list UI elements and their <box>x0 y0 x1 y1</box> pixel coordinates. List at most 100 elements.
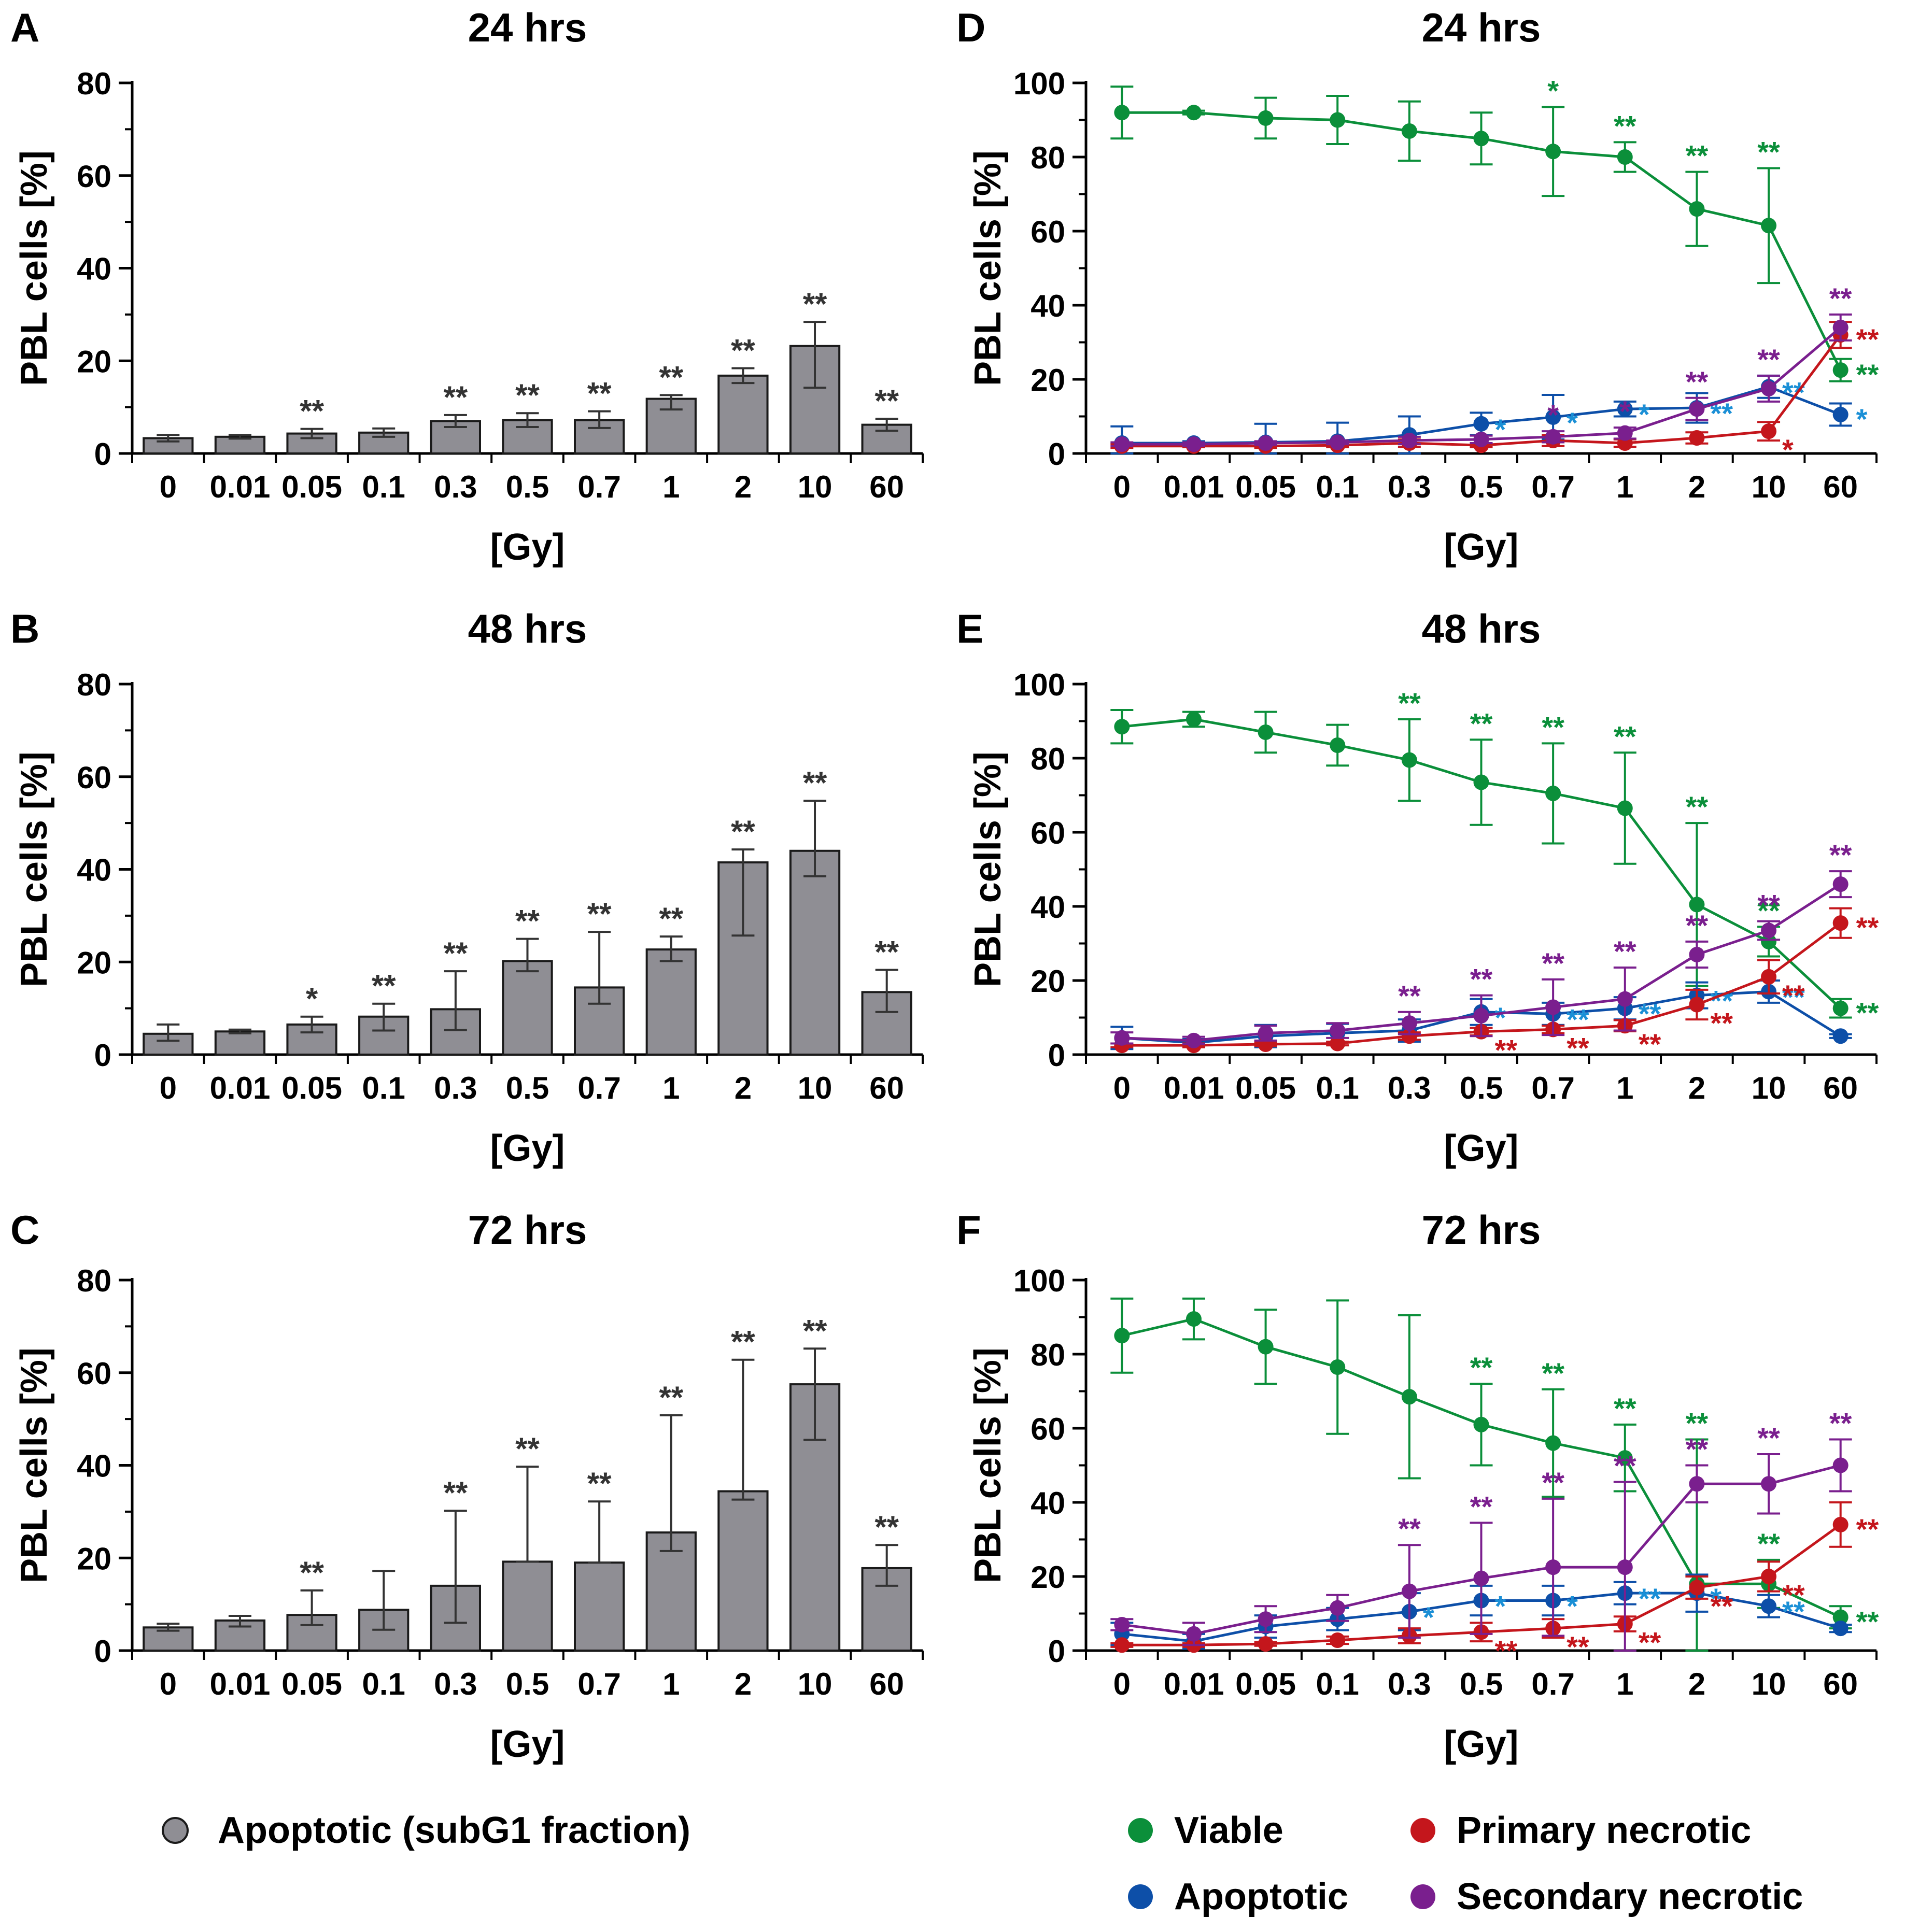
significance-marker: ** <box>300 1555 324 1590</box>
x-tick-label: 0.7 <box>577 470 620 504</box>
x-tick-label: 0.3 <box>434 470 477 504</box>
data-point <box>1473 1416 1489 1432</box>
data-point <box>1258 1636 1274 1652</box>
significance-marker: ** <box>444 1475 468 1510</box>
significance-marker: ** <box>1856 911 1879 944</box>
x-axis-label: [Gy] <box>1444 1128 1519 1169</box>
x-tick-label: 1 <box>1616 1071 1633 1105</box>
significance-marker: ** <box>1495 1034 1518 1067</box>
y-tick-label: 60 <box>1031 215 1065 249</box>
y-axis-label: PBL cells [%] <box>13 150 55 386</box>
significance-marker: ** <box>1686 909 1709 942</box>
data-point <box>1186 1311 1202 1327</box>
y-tick-label: 0 <box>94 437 111 472</box>
data-point <box>1617 800 1633 816</box>
legend-label: Primary necrotic <box>1457 1810 1751 1851</box>
chart-title: 72 hrs <box>468 1207 587 1253</box>
significance-marker: ** <box>731 333 755 368</box>
significance-marker: ** <box>1639 1626 1661 1659</box>
y-tick-label: 80 <box>77 66 111 101</box>
bar <box>789 849 841 1056</box>
series-secondary-necrotic: ************** <box>1110 839 1852 1048</box>
panel-d: D 24 hrs 0 20 40 60 80 100 0 0.01 0.05 0.1 0.3 0.5 0.7… <box>956 5 1879 568</box>
significance-marker: ** <box>515 1431 540 1466</box>
x-tick-label: 2 <box>735 470 752 504</box>
significance-marker: ** <box>1782 1579 1805 1611</box>
x-tick-label: 1 <box>662 470 680 504</box>
x-tick-label: 0.01 <box>210 1667 271 1701</box>
significance-marker: * <box>1547 399 1559 431</box>
significance-marker: ** <box>731 1325 755 1359</box>
x-tick-label: 0.1 <box>1316 1071 1359 1105</box>
significance-marker: ** <box>803 1313 827 1348</box>
panel-letter: D <box>956 5 985 50</box>
significance-marker: ** <box>1398 687 1421 719</box>
panel-letter: A <box>10 5 39 50</box>
x-tick-label: 60 <box>1823 470 1858 504</box>
x-tick-label: 0.5 <box>506 1667 549 1701</box>
significance-marker: ** <box>1686 365 1709 398</box>
x-tick-label: 1 <box>662 1071 680 1105</box>
significance-marker: ** <box>1757 343 1780 376</box>
significance-marker: ** <box>803 287 827 321</box>
significance-marker: ** <box>1710 1006 1733 1039</box>
panel-c: C 72 hrs 0 20 40 60 80 0 0.01 0.05 0.1 0.3 0.5 0.7 1 2 1… <box>10 1207 924 1765</box>
legend-label: Secondary necrotic <box>1457 1876 1803 1917</box>
x-tick-label: 0.5 <box>506 1071 549 1105</box>
x-tick-label: 0 <box>1113 1667 1131 1701</box>
significance-marker: ** <box>1495 1634 1518 1667</box>
x-tick-label: 0.05 <box>1235 1667 1296 1701</box>
data-point <box>1689 1580 1705 1596</box>
data-point <box>1545 999 1561 1015</box>
data-point <box>1401 1015 1417 1031</box>
x-tick-label: 0.3 <box>434 1071 477 1105</box>
data-point <box>1473 774 1489 790</box>
significance-marker: * <box>1495 1589 1506 1622</box>
x-tick-label: 0 <box>1113 470 1131 504</box>
significance-marker: ** <box>1470 707 1493 740</box>
x-tick-label: 1 <box>1616 1667 1633 1701</box>
x-tick-label: 0.01 <box>1164 1071 1224 1105</box>
panel-f: F 72 hrs 0 20 40 60 80 100 0 0.01 0.05 0.1 0.3 0.5 0.7… <box>956 1207 1879 1765</box>
significance-marker: ** <box>874 1510 899 1544</box>
data-point <box>1832 319 1848 335</box>
data-point <box>1761 1569 1777 1584</box>
significance-marker: ** <box>1639 998 1661 1030</box>
bar <box>645 1531 697 1652</box>
significance-marker: ** <box>1829 1407 1852 1439</box>
significance-marker: ** <box>1856 997 1879 1029</box>
y-tick-label: 40 <box>1031 289 1065 323</box>
significance-marker: * <box>1423 1601 1434 1633</box>
significance-marker: ** <box>1829 282 1852 315</box>
chart-title: 24 hrs <box>1422 5 1541 50</box>
significance-marker: ** <box>659 1380 683 1415</box>
x-tick-label: 0.7 <box>577 1071 620 1105</box>
data-point <box>1258 1025 1274 1041</box>
x-tick-label: 0.05 <box>1235 1071 1296 1105</box>
x-tick-label: 1 <box>1616 470 1633 504</box>
data-point <box>1689 897 1705 913</box>
x-tick-label: 0.1 <box>1316 1667 1359 1701</box>
x-tick-label: 0.01 <box>210 1071 271 1105</box>
significance-marker: * <box>1495 413 1506 446</box>
data-point <box>1330 1600 1346 1616</box>
significance-marker: * <box>1567 406 1578 439</box>
x-tick-label: 0.7 <box>577 1667 620 1701</box>
data-point <box>1401 123 1417 139</box>
data-point <box>1832 1609 1848 1625</box>
y-axis-label: PBL cells [%] <box>13 751 55 987</box>
significance-marker: ** <box>1470 1351 1493 1384</box>
x-tick-label: 10 <box>798 1667 832 1701</box>
y-tick-label: 60 <box>1031 1412 1065 1446</box>
significance-marker: ** <box>1470 963 1493 996</box>
data-point <box>1330 112 1346 128</box>
x-tick-label: 60 <box>1823 1071 1858 1105</box>
data-point <box>1617 149 1633 165</box>
x-tick-label: 10 <box>798 1071 832 1105</box>
data-point <box>1258 435 1274 451</box>
significance-marker: ** <box>1856 1513 1879 1545</box>
x-tick-label: 0.05 <box>281 1071 342 1105</box>
y-tick-label: 20 <box>1031 1560 1065 1595</box>
y-tick-label: 40 <box>77 252 111 287</box>
data-point <box>1330 1632 1346 1648</box>
